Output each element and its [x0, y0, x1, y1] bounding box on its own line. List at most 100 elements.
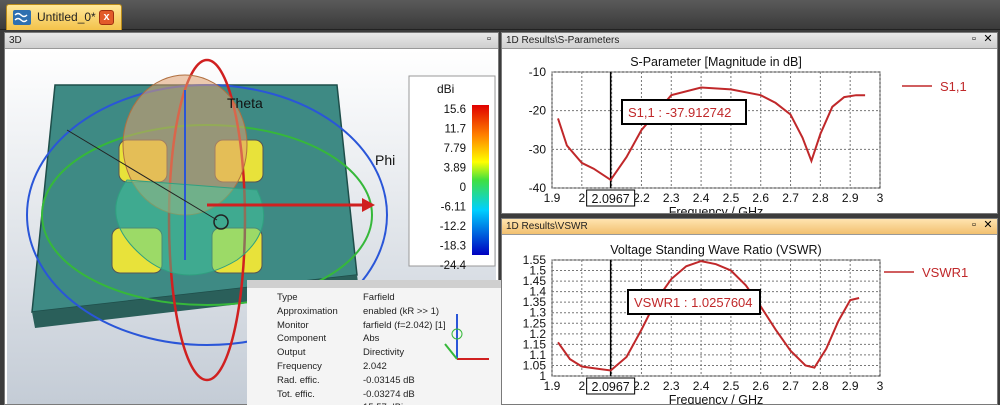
property-value: farfield (f=2.042) [1]: [363, 319, 446, 331]
3d-viewport[interactable]: Theta Phi: [7, 50, 502, 405]
x-tick-label: 1.9: [544, 379, 561, 393]
property-row: Rad. effic. -0.03145 dB: [247, 375, 502, 387]
y-axis: [66, 129, 218, 221]
property-row: Monitor farfield (f=2.042) [1]: [247, 320, 502, 332]
y-tick-label: 1.15: [523, 337, 547, 351]
y-tick-label: 1.3: [529, 306, 546, 320]
x-tick-label: 2.3: [663, 191, 680, 205]
marker-label: VSWR1 : 1.0257604: [634, 295, 753, 310]
project-icon: [13, 10, 31, 25]
antenna-patch: [211, 227, 263, 274]
property-row: Output Directivity: [247, 347, 502, 359]
property-key: Frequency: [277, 361, 322, 372]
y-tick-label: 1.1: [529, 348, 546, 362]
property-value: enabled (kR >> 1): [363, 305, 440, 317]
y-tick-label: -30: [529, 142, 547, 156]
triad-y-axis: [444, 343, 458, 360]
maximize-icon[interactable]: ▫: [487, 33, 491, 45]
close-icon[interactable]: ✕: [983, 219, 993, 231]
document-tab-bar: Untitled_0* x: [0, 0, 1000, 30]
x-tick-label: 2.6: [752, 379, 769, 393]
3d-scene: Theta Phi: [26, 58, 496, 382]
panel-title: 1D Results\S-Parameters ▫ ✕: [502, 33, 997, 49]
colorbar-unit: dBi: [437, 82, 454, 96]
property-key: Type: [277, 292, 298, 303]
maximize-icon[interactable]: ▫: [972, 219, 976, 231]
maximize-icon[interactable]: ▫: [972, 33, 976, 45]
x-tick-label: 2.6: [752, 191, 769, 205]
chart-title: Voltage Standing Wave Ratio (VSWR): [610, 243, 821, 257]
x-tick-label: 2: [578, 379, 585, 393]
plot-area: [551, 259, 881, 377]
colorbar-tick-label: 3.89: [444, 163, 466, 175]
properties-overlay: Type Farfield Approximation enabled (kR >> …: [247, 280, 502, 405]
x-tick-label: 2.2: [633, 191, 650, 205]
x-tick-label: 1.9: [544, 191, 561, 205]
colorbar-tick-label: 15.6: [444, 104, 466, 116]
property-key: Approximation: [277, 305, 338, 317]
x-tick-label: 2.2: [633, 379, 650, 393]
property-key: Monitor: [277, 319, 309, 331]
theta-label: Theta: [227, 95, 263, 111]
property-key: Component: [277, 333, 327, 345]
x-tick-label: 2.7: [782, 379, 799, 393]
close-icon[interactable]: ✕: [983, 33, 993, 45]
x-tick-label: 2.8: [812, 191, 829, 205]
marker-annotation: S1,1 : -37.912742: [621, 99, 747, 125]
property-row: Approximation enabled (kR >> 1): [247, 306, 502, 318]
elevation-ring: [167, 58, 247, 382]
property-value: -0.03145 dB: [363, 374, 415, 386]
colorbar-tick-label: -18.3: [440, 241, 466, 253]
panel-title-text: 3D: [9, 35, 22, 46]
series-line: [557, 86, 866, 182]
property-row: Component Abs: [247, 333, 502, 345]
colorbar-tick-label: -12.2: [440, 221, 466, 233]
y-tick-label: -20: [529, 104, 547, 118]
marker-label-box: [621, 99, 747, 125]
legend-label: VSWR1: [922, 265, 968, 280]
x-tick-label: 2.9: [842, 191, 859, 205]
panel-3d-view: 3D ▫: [4, 32, 502, 405]
x-tick-label: 3: [877, 191, 884, 205]
axes-triad: [444, 314, 489, 360]
marker-label-box: [627, 289, 761, 315]
property-value: 15.57 dBi: [363, 402, 403, 405]
marker-x-label: 2.0967: [592, 380, 630, 394]
panel-s-parameters: 1D Results\S-Parameters ▫ ✕ S-Parameter …: [501, 32, 998, 214]
colorbar-ticks: 15.6 11.7 7.79 3.89 0 -6.11 -12.2 -18.3 -24.4: [440, 104, 467, 272]
property-row: Frequency 2.042: [247, 361, 502, 373]
x-tick-label: 2.4: [693, 191, 710, 205]
s-parameter-chart[interactable]: S-Parameter [Magnitude in dB]1.922.12.22…: [504, 50, 997, 213]
colorbar-tick-label: 0: [460, 182, 466, 194]
property-value: Farfield: [363, 292, 395, 303]
x-axis-label: Frequency / GHz: [669, 393, 763, 404]
close-icon[interactable]: x: [99, 10, 114, 25]
y-tick-label: 1.2: [529, 327, 546, 341]
property-value: Directivity: [363, 347, 405, 359]
document-tab[interactable]: Untitled_0* x: [6, 4, 122, 30]
panel-title: 1D Results\VSWR ▫ ✕: [502, 219, 997, 235]
marker-x-box: [586, 189, 636, 207]
plot-area: [551, 71, 881, 189]
wave-glyph: [14, 12, 28, 23]
phi-label: Phi: [375, 152, 395, 168]
x-tick-label: 2.7: [782, 191, 799, 205]
colorbar-tick-label: 7.79: [444, 143, 466, 155]
x-tick-label: 2.5: [723, 379, 740, 393]
property-key: Tot. effic.: [277, 388, 315, 400]
property-row: 15.57 dBi: [247, 402, 502, 405]
x-tick-label: 2.9: [842, 379, 859, 393]
vswr-chart[interactable]: Voltage Standing Wave Ratio (VSWR) 1.9 2 2.…: [504, 236, 997, 404]
marker-x-box: [586, 377, 636, 395]
y-tick-label: 1.05: [523, 358, 547, 372]
property-row: Tot. effic. -0.03274 dB: [247, 389, 502, 401]
x-axis-arrowhead: [362, 198, 375, 212]
panel-title-text: 1D Results\S-Parameters: [506, 35, 620, 46]
x-tick-label: 2: [578, 191, 585, 205]
property-value: Abs: [363, 333, 380, 345]
y-tick-label: -40: [529, 181, 547, 195]
panel-vswr: 1D Results\VSWR ▫ ✕ Voltage Standing Wav…: [501, 218, 998, 405]
y-tick-label: -10: [529, 65, 547, 79]
x-tick-label: 2.4: [693, 379, 710, 393]
